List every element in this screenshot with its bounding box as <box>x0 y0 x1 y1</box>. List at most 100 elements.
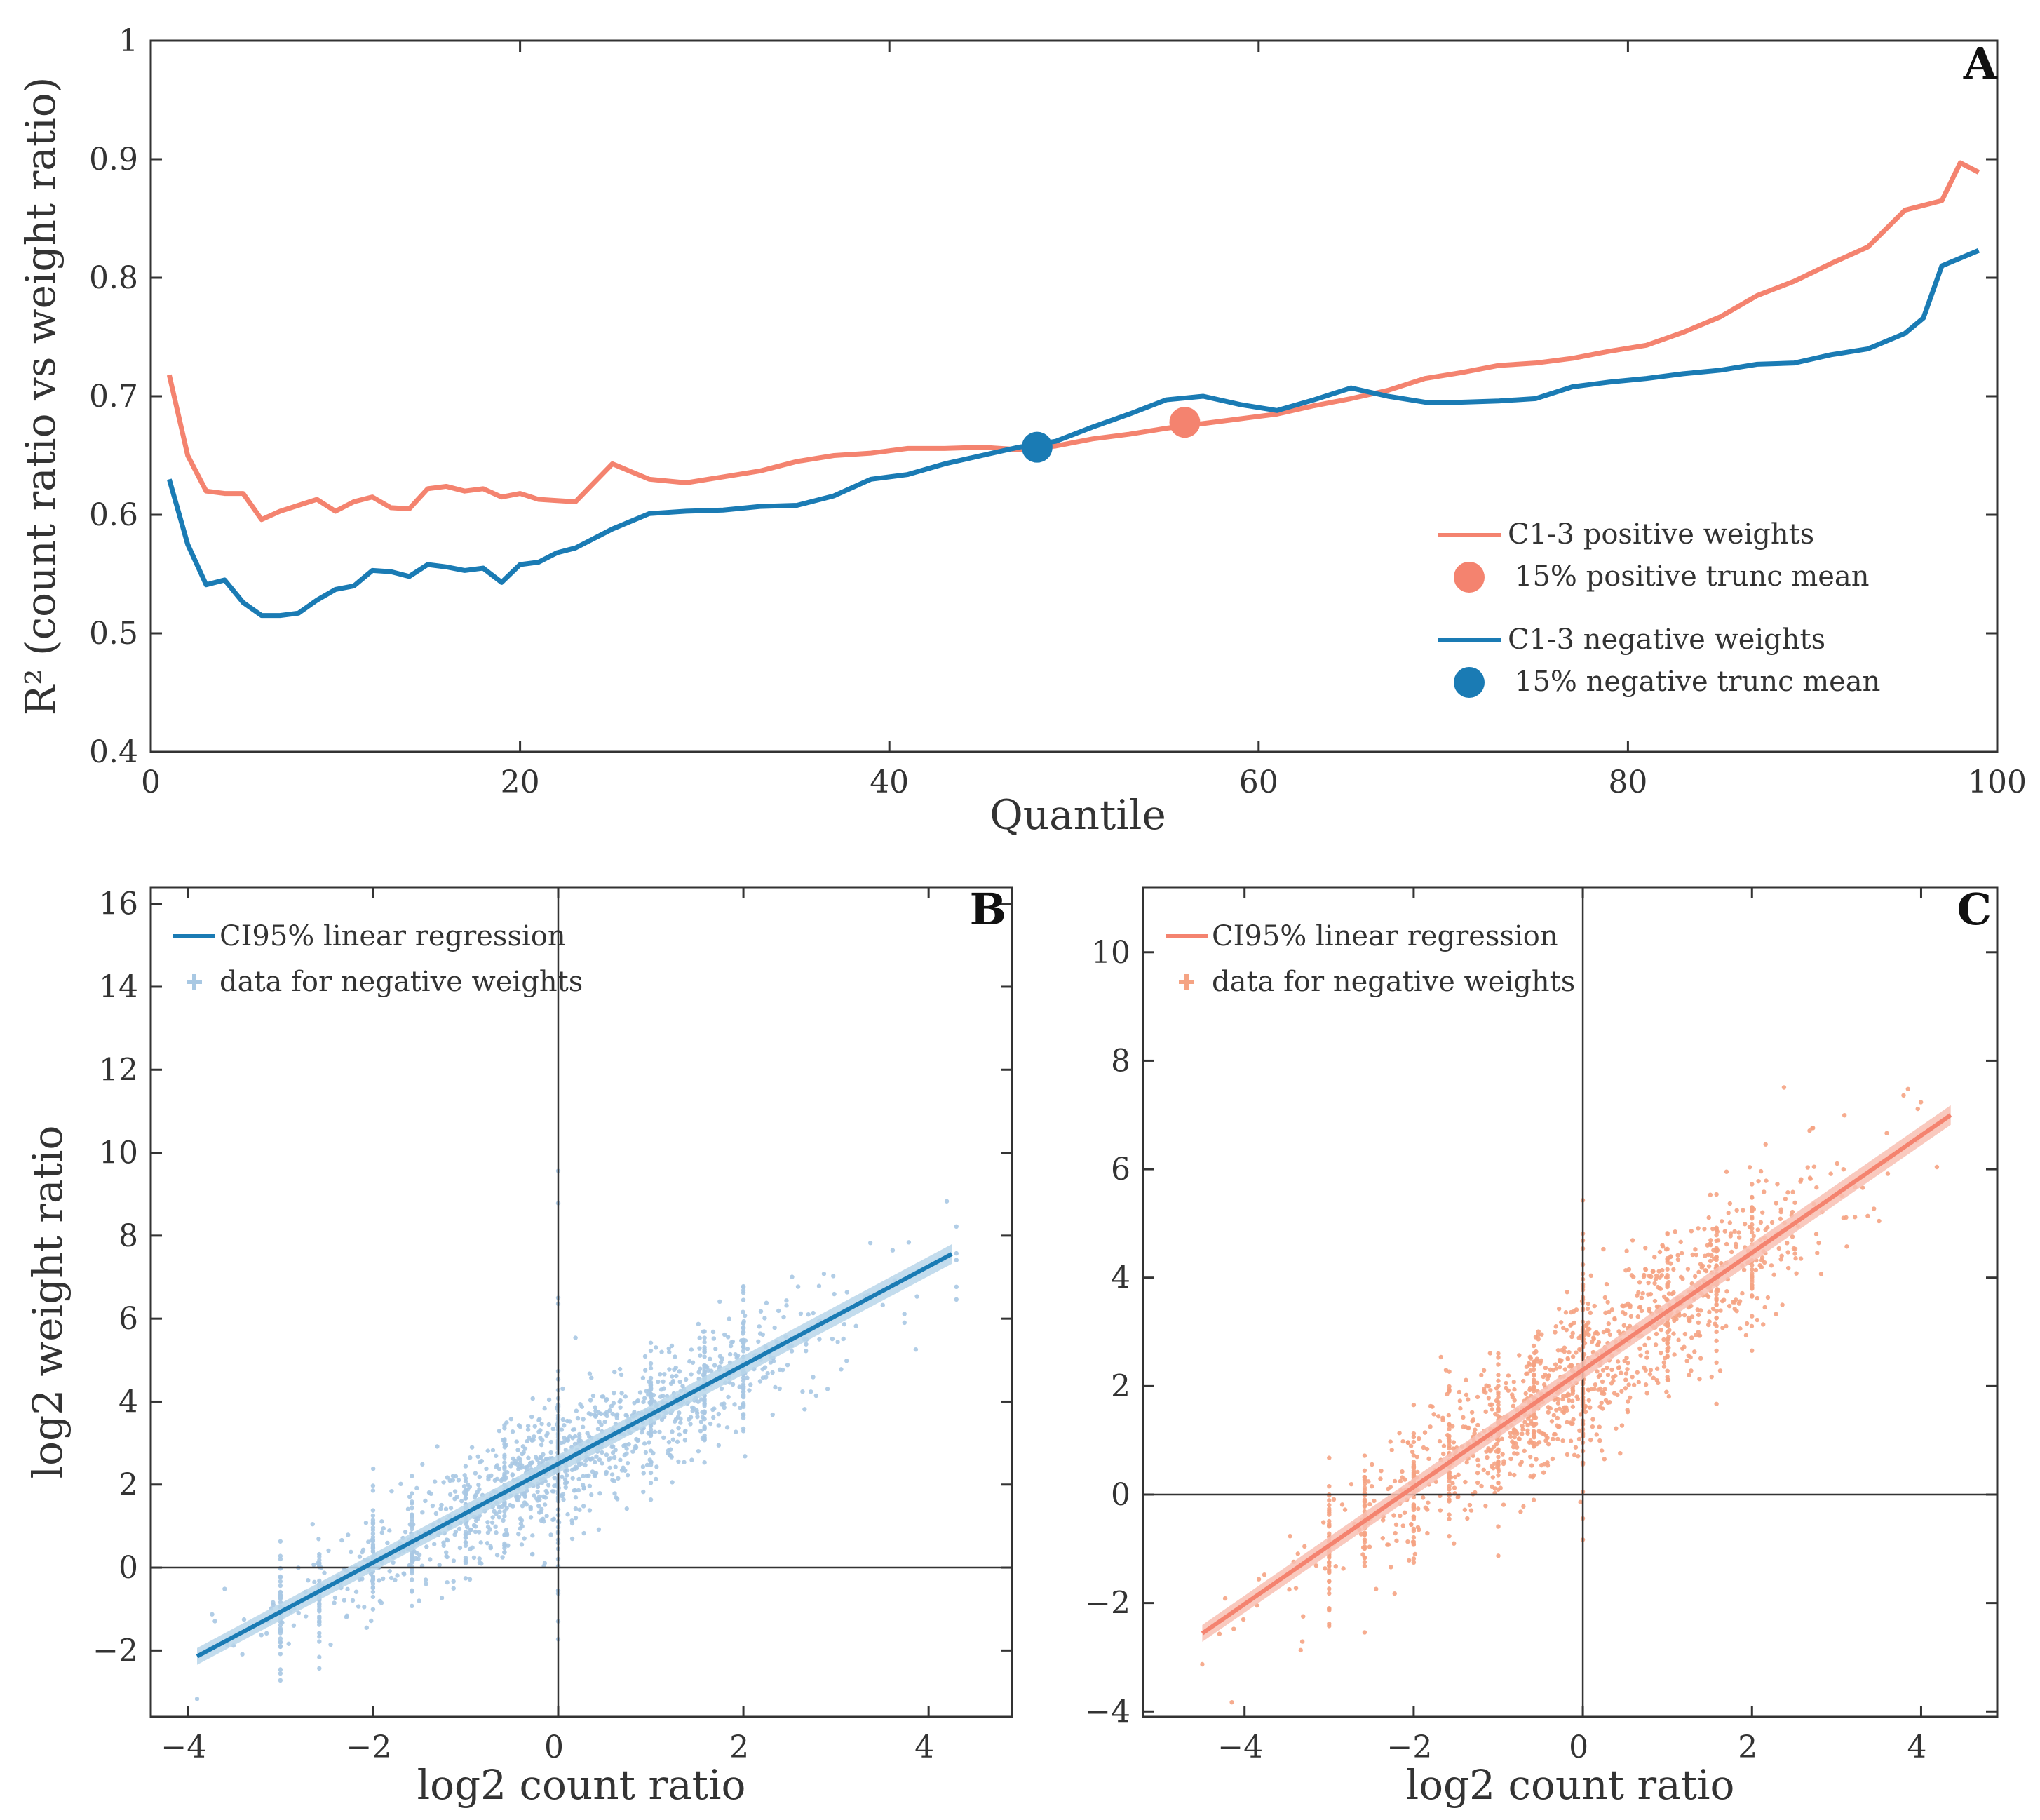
panel-c-data-point <box>1428 1424 1433 1429</box>
panel-b-data-point <box>600 1450 604 1455</box>
panel-c-data-point <box>1417 1436 1421 1441</box>
panel-b-data-point <box>502 1549 507 1555</box>
panel-c-data-point <box>1508 1456 1513 1462</box>
panel-c-data-point <box>1724 1169 1729 1174</box>
panel-b-regression <box>196 1244 953 1665</box>
panel-c-data-point <box>1872 1206 1877 1211</box>
panel-c-data-point <box>1675 1253 1680 1258</box>
panel-b-data-point <box>532 1493 536 1498</box>
panel-b-data-point <box>463 1555 468 1561</box>
panel-b-data-point <box>728 1343 734 1349</box>
panel-b-data-point <box>647 1440 651 1445</box>
panel-b-data-point <box>648 1460 654 1464</box>
panel-b-data-point <box>677 1432 682 1437</box>
panel-b-data-point <box>661 1394 666 1398</box>
panel-b-data-point <box>451 1579 456 1584</box>
panel-b-data-point <box>497 1515 501 1520</box>
panel-c-data-point <box>1750 1215 1755 1220</box>
panel-b-data-point <box>781 1314 786 1320</box>
panel-b-data-point <box>410 1570 414 1576</box>
panel-b-data-point <box>698 1429 703 1434</box>
panel-b-data-point <box>734 1429 738 1434</box>
panel-c-data-point <box>1714 1401 1719 1406</box>
panel-c-data-point <box>1648 1368 1654 1373</box>
panel-c-data-point <box>1646 1336 1651 1341</box>
panel-b-data-point <box>656 1379 661 1384</box>
panel-b-data-point <box>581 1485 587 1490</box>
panel-b-data-point <box>612 1491 617 1496</box>
panel-b-data-point <box>604 1413 609 1419</box>
panel-b-data-point <box>317 1666 322 1671</box>
panel-c-data-point <box>1597 1404 1602 1409</box>
panel-c-data-point <box>1569 1309 1574 1315</box>
panel-b-data-point <box>741 1402 746 1408</box>
panel-c-data-point <box>1601 1246 1606 1252</box>
panel-c-ticks: −4 −2 0 2 4 −4 −2 0 2 4 6 8 10 <box>1085 887 1997 1765</box>
panel-c-data-point <box>1327 1586 1332 1591</box>
panel-b-data-point <box>452 1489 458 1494</box>
panel-b-data-point <box>639 1430 644 1435</box>
panel-b-data-point <box>747 1388 752 1393</box>
panel-a-legend: C1-3 positive weights 15% positive trunc … <box>1438 518 1880 698</box>
panel-b-data-point <box>463 1491 468 1497</box>
panel-b-data-point <box>635 1438 640 1443</box>
panel-c-data-point <box>1592 1303 1597 1309</box>
panel-c-data-point <box>1372 1498 1377 1504</box>
panel-c-data-point <box>1687 1319 1692 1324</box>
panel-c-data-point <box>1222 1596 1228 1601</box>
panel-c-data-point <box>1553 1362 1558 1367</box>
panel-c-data-point <box>1631 1382 1637 1388</box>
panel-c-data-point <box>1494 1386 1499 1391</box>
panel-b-data-point <box>757 1379 763 1384</box>
panel-c-data-point <box>1665 1232 1670 1237</box>
panel-b-data-point <box>696 1399 701 1404</box>
panel-c-data-point <box>1624 1248 1629 1253</box>
panel-c-data-point <box>1528 1474 1533 1479</box>
panel-b-data-point <box>476 1482 481 1488</box>
panel-c-data-point <box>1491 1466 1496 1471</box>
panel-c-data-point <box>1570 1330 1575 1336</box>
panel-c-data-point <box>1607 1309 1612 1315</box>
panel-b-data-point <box>717 1299 722 1305</box>
panel-b-data-point <box>485 1520 490 1525</box>
panel-c-data-point <box>1611 1378 1616 1383</box>
panel-b-data-point <box>350 1598 356 1603</box>
panel-c-data-point <box>1755 1295 1760 1301</box>
panel-c-data-point <box>1389 1448 1394 1452</box>
panel-b-data-point <box>317 1614 322 1619</box>
panel-c-data-point <box>1567 1349 1572 1355</box>
panel-c-data-point <box>1534 1422 1539 1427</box>
panel-c-data-point <box>1659 1273 1664 1278</box>
panel-c-x-tick-label: 0 <box>1569 1730 1588 1765</box>
panel-c-data-point <box>1637 1346 1642 1351</box>
panel-b-data-point <box>441 1540 446 1545</box>
panel-b-data-point <box>278 1652 283 1657</box>
panel-b-data-point <box>624 1451 629 1456</box>
panel-b-data-point <box>902 1312 907 1316</box>
panel-c-data-point <box>1666 1394 1672 1399</box>
panel-b-data-point <box>719 1360 724 1365</box>
panel-c-data-point <box>1747 1224 1752 1229</box>
panel-b-data-point <box>584 1474 589 1478</box>
panel-c-data-point <box>1780 1302 1785 1307</box>
panel-c-data-point <box>1666 1345 1671 1350</box>
panel-c-data-point <box>1452 1541 1457 1546</box>
panel-b-data-point <box>511 1456 515 1461</box>
panel-b-data-point <box>867 1241 873 1246</box>
panel-b-data-point <box>689 1372 694 1377</box>
panel-b-data-point <box>811 1310 816 1316</box>
panel-a-x-axis-label: Quantile <box>989 791 1166 839</box>
panel-c-data-point <box>1374 1586 1379 1591</box>
panel-b-data-point <box>562 1469 568 1474</box>
panel-c-data-point <box>1750 1271 1755 1276</box>
panel-c-data-point <box>1473 1427 1478 1432</box>
panel-b-data-point <box>420 1462 425 1467</box>
panel-c-data-point <box>1398 1478 1403 1484</box>
panel-c-data-point <box>1441 1443 1447 1448</box>
panel-c-data-point <box>1543 1366 1548 1370</box>
panel-c-data-point <box>1615 1359 1621 1364</box>
panel-c-data-point <box>1542 1431 1547 1437</box>
panel-c-data-point <box>1762 1305 1767 1310</box>
panel-b-data-point <box>741 1288 746 1293</box>
panel-c-data-point <box>1636 1380 1642 1385</box>
